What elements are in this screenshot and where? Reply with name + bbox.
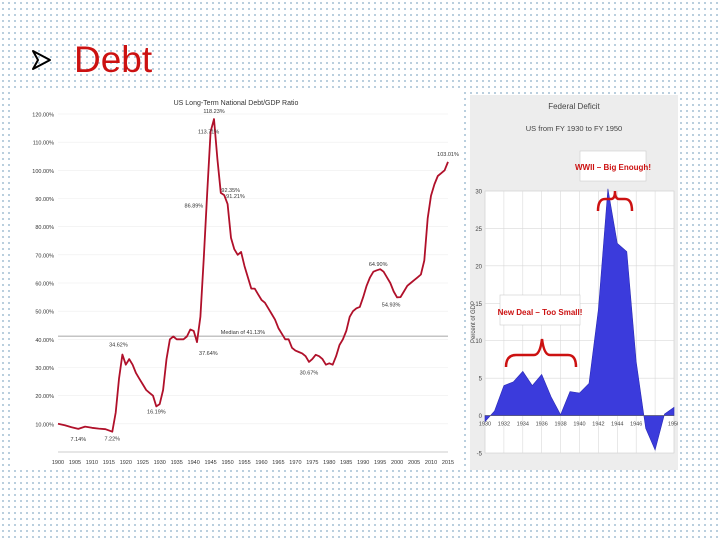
- x-tick-label: 1905: [69, 460, 81, 466]
- brace-wwii: [596, 190, 634, 212]
- x-tick-label: 1980: [323, 460, 335, 466]
- annotation-box: [499, 294, 581, 326]
- data-label: 54.93%: [382, 302, 401, 308]
- x-tick-label: 1925: [137, 460, 149, 466]
- y-tick-label: 30.00%: [35, 366, 54, 372]
- data-label: 118.23%: [203, 109, 224, 115]
- data-label: 86.89%: [185, 203, 204, 209]
- x-tick-label: 1995: [374, 460, 386, 466]
- x-tick-label: 1920: [120, 460, 132, 466]
- y-tick-label: 70.00%: [35, 253, 54, 259]
- x-tick-label: 1970: [289, 460, 301, 466]
- x-tick-label: 1944: [611, 422, 623, 428]
- x-tick-label: 1936: [536, 422, 548, 428]
- deficit-area: [484, 188, 675, 451]
- x-tick-label: 1990: [357, 460, 369, 466]
- median-label: Median of 41.13%: [221, 330, 265, 336]
- debt-gdp-chart: US Long-Term National Debt/GDP Ratio 10.0…: [12, 92, 460, 470]
- y-tick-label: 20.00%: [35, 394, 54, 400]
- x-tick-label: 1930: [479, 422, 491, 428]
- annotation-wwii: WWII – Big Enough!: [575, 163, 651, 172]
- x-tick-label: 1900: [52, 460, 64, 466]
- y-tick-label: 5: [479, 377, 483, 383]
- data-label: 34.62%: [109, 342, 128, 348]
- y-tick-label: 10: [475, 339, 482, 345]
- x-tick-label: 1942: [592, 422, 604, 428]
- data-label: 113.71%: [198, 130, 219, 136]
- x-tick-label: 2000: [391, 460, 403, 466]
- x-tick-label: 1932: [498, 422, 510, 428]
- data-label: 37.64%: [199, 351, 218, 357]
- y-tick-label: 110.00%: [33, 141, 54, 147]
- y-tick-label: 60.00%: [35, 282, 54, 288]
- y-tick-label: 40.00%: [35, 338, 54, 344]
- x-tick-label: 1940: [188, 460, 200, 466]
- data-label: 91.21%: [226, 194, 245, 200]
- brace-new-deal: [504, 338, 578, 368]
- x-tick-label: 1945: [204, 460, 216, 466]
- annotation-new-deal: New Deal – Too Small!: [498, 308, 583, 317]
- debt-ratio-line: [57, 118, 449, 433]
- x-tick-label: 1960: [255, 460, 267, 466]
- x-tick-label: 1946: [630, 422, 642, 428]
- y-axis-label: Percent of GDP: [471, 301, 477, 343]
- x-tick-label: 1950: [668, 422, 678, 428]
- y-tick-label: 50.00%: [35, 310, 54, 316]
- federal-deficit-chart: Federal Deficit US from FY 1930 to FY 195…: [470, 95, 678, 470]
- data-label: 92.35%: [221, 188, 240, 194]
- x-tick-label: 1965: [272, 460, 284, 466]
- y-tick-label: 15: [475, 302, 482, 308]
- x-tick-label: 1934: [517, 422, 529, 428]
- chart-title: Federal Deficit: [548, 102, 600, 111]
- x-tick-label: 1938: [554, 422, 566, 428]
- data-label: 7.22%: [104, 437, 120, 443]
- x-tick-label: 1915: [103, 460, 115, 466]
- y-tick-label: 0: [479, 414, 483, 420]
- x-tick-label: 1985: [340, 460, 352, 466]
- x-tick-label: 2015: [442, 460, 454, 466]
- data-label: 30.67%: [300, 371, 319, 377]
- data-label: 7.14%: [71, 437, 87, 443]
- arrow-bullet-icon: [32, 50, 51, 70]
- y-tick-label: 90.00%: [35, 197, 54, 203]
- chart-title: US Long-Term National Debt/GDP Ratio: [174, 100, 299, 107]
- chart-subtitle: US from FY 1930 to FY 1950: [526, 124, 622, 133]
- x-tick-label: 1930: [154, 460, 166, 466]
- y-tick-label: 100.00%: [32, 169, 54, 175]
- y-tick-label: 80.00%: [35, 225, 54, 231]
- x-tick-label: 2005: [408, 460, 420, 466]
- x-tick-label: 1940: [573, 422, 585, 428]
- y-tick-label: 20: [475, 264, 482, 270]
- x-tick-label: 1935: [171, 460, 183, 466]
- data-label: 16.19%: [147, 409, 166, 415]
- y-tick-label: 120.00%: [32, 113, 54, 119]
- y-tick-label: 10.00%: [35, 422, 54, 428]
- x-tick-label: 1955: [238, 460, 250, 466]
- annotation-box: [579, 150, 647, 182]
- x-tick-label: 1950: [221, 460, 233, 466]
- slide-title: Debt: [30, 38, 152, 82]
- y-tick-label: -5: [477, 452, 483, 458]
- data-label: 64.90%: [369, 262, 388, 268]
- x-tick-label: 2010: [425, 460, 437, 466]
- y-tick-label: 30: [475, 190, 482, 196]
- x-tick-label: 1910: [86, 460, 98, 466]
- y-tick-label: 25: [475, 227, 482, 233]
- data-label: 103.01%: [437, 152, 459, 158]
- x-tick-label: 1975: [306, 460, 318, 466]
- page-title: Debt: [74, 39, 153, 80]
